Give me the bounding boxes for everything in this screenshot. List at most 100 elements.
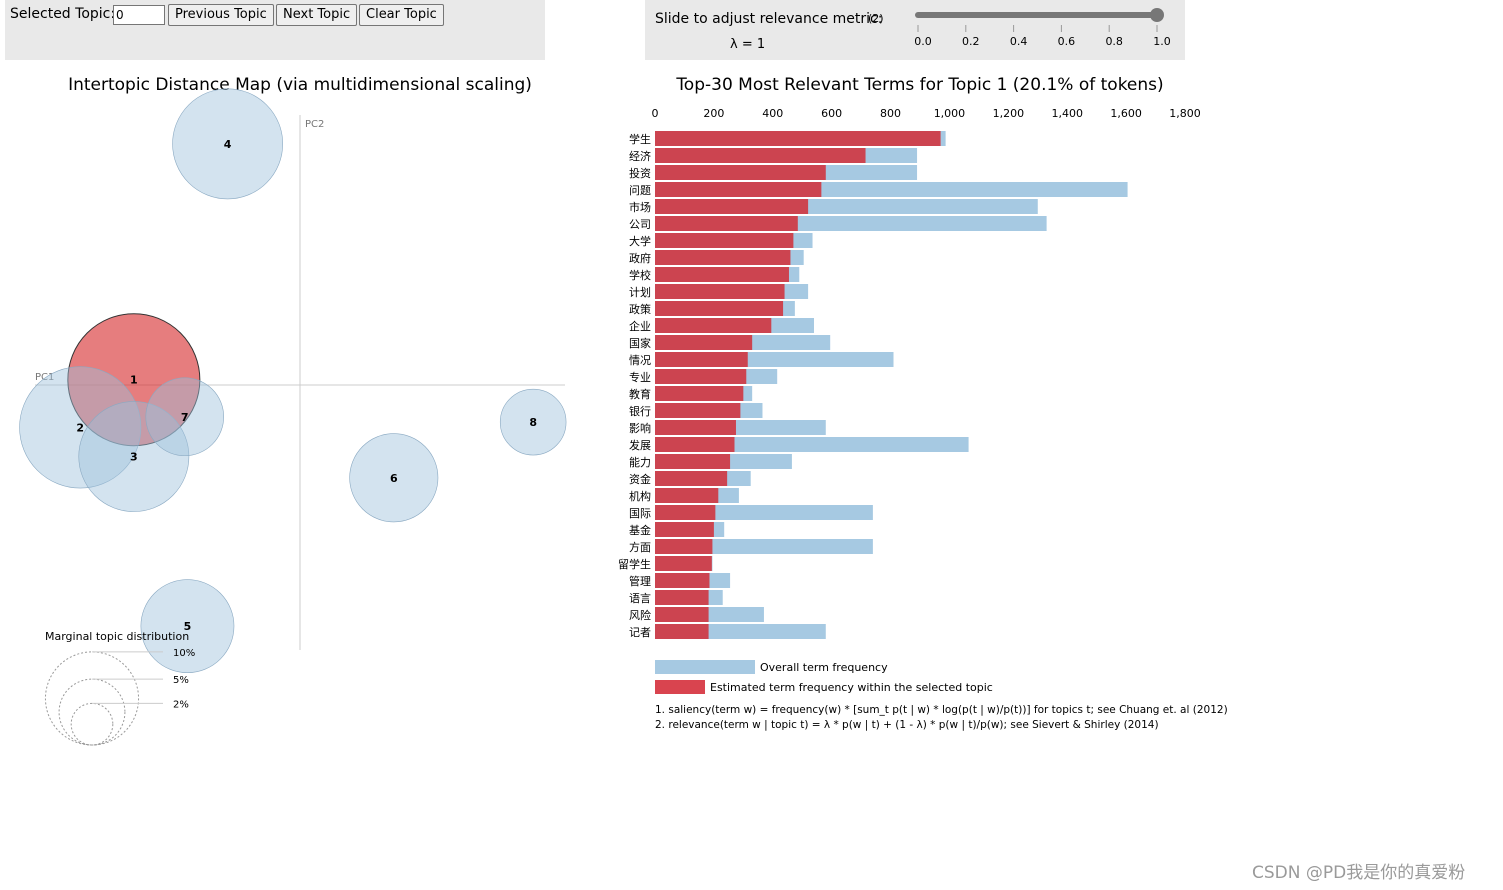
term-label[interactable]: 国际 (629, 507, 651, 520)
term-label[interactable]: 影响 (629, 422, 651, 435)
estimated-bar[interactable] (655, 250, 791, 265)
legend-estimated-label: Estimated term frequency within the sele… (710, 681, 993, 694)
topic-label-2[interactable]: 2 (76, 421, 84, 434)
estimated-bar[interactable] (655, 624, 709, 639)
term-label[interactable]: 学生 (629, 132, 651, 146)
estimated-bar[interactable] (655, 216, 798, 231)
pc1-label: PC1 (35, 372, 54, 383)
estimated-bar[interactable] (655, 318, 772, 333)
slider-handle[interactable] (1150, 8, 1164, 22)
term-label[interactable]: 银行 (629, 404, 651, 418)
term-label[interactable]: 资金 (629, 472, 651, 486)
term-label[interactable]: 机构 (629, 489, 651, 503)
size-legend-circle (58, 678, 126, 746)
topic-circle-7[interactable] (145, 377, 225, 457)
estimated-bar[interactable] (655, 403, 741, 418)
topic-label-5[interactable]: 5 (184, 620, 192, 633)
estimated-bar[interactable] (655, 301, 784, 316)
term-label[interactable]: 方面 (629, 540, 651, 554)
term-label[interactable]: 经济 (629, 149, 651, 163)
bar-x-axis: 0 200 400 600 800 1,000 1,200 1,400 1,600 1,800 (652, 107, 1201, 120)
term-label[interactable]: 政府 (629, 251, 651, 265)
topic-label-7[interactable]: 7 (181, 411, 189, 424)
topic-label-1[interactable]: 1 (130, 374, 138, 387)
estimated-bar[interactable] (655, 199, 809, 214)
estimated-bar[interactable] (655, 437, 735, 452)
estimated-bar[interactable] (655, 267, 789, 282)
topic-circles[interactable]: 1 2 3 4 5 6 7 8 (19, 88, 567, 674)
estimated-bar[interactable] (655, 284, 785, 299)
term-label[interactable]: 风险 (629, 608, 651, 622)
slider-tick-label: 0.2 (962, 35, 980, 48)
term-label[interactable]: 学校 (629, 268, 651, 282)
topic-label-4[interactable]: 4 (224, 138, 232, 151)
topic-circle-3[interactable] (78, 401, 190, 512)
term-label[interactable]: 语言 (629, 592, 651, 605)
x-tick-label: 1,400 (1051, 107, 1083, 120)
size-legend-label: 10% (173, 648, 195, 659)
term-label[interactable]: 留学生 (618, 557, 651, 571)
estimated-bar[interactable] (655, 386, 744, 401)
estimated-bar[interactable] (655, 369, 747, 384)
estimated-bar[interactable] (655, 539, 713, 554)
topic-label-3[interactable]: 3 (130, 451, 138, 464)
term-label[interactable]: 大学 (629, 234, 651, 248)
estimated-bar[interactable] (655, 182, 822, 197)
estimated-bar[interactable] (655, 505, 716, 520)
term-label[interactable]: 情况 (629, 354, 651, 367)
estimated-bar[interactable] (655, 607, 709, 622)
previous-topic-button[interactable]: Previous Topic (168, 4, 274, 26)
bar-series[interactable] (655, 131, 1128, 639)
term-label[interactable]: 公司 (629, 218, 651, 231)
x-tick-label: 600 (821, 107, 842, 120)
term-label[interactable]: 问题 (629, 184, 651, 197)
topic-circle-5[interactable] (140, 579, 235, 674)
lambda-slider[interactable]: 0.0 0.2 0.4 0.6 0.8 1.0 (905, 0, 1205, 60)
estimated-bar[interactable] (655, 471, 728, 486)
term-label[interactable]: 专业 (629, 370, 651, 384)
term-label[interactable]: 记者 (629, 626, 651, 639)
estimated-bar[interactable] (655, 522, 714, 537)
selected-topic-input[interactable] (113, 5, 165, 25)
estimated-bar[interactable] (655, 573, 710, 588)
term-label[interactable]: 教育 (629, 387, 651, 401)
estimated-bar[interactable] (655, 590, 709, 605)
estimated-bar[interactable] (655, 488, 719, 503)
term-label[interactable]: 发展 (629, 438, 651, 452)
term-label[interactable]: 国家 (629, 336, 651, 350)
size-legend-label: 5% (173, 675, 189, 686)
topic-circle-2[interactable] (19, 366, 142, 489)
term-label[interactable]: 能力 (629, 455, 651, 469)
intertopic-distance-map: Intertopic Distance Map (via multidimens… (19, 75, 567, 746)
topic-label-6[interactable]: 6 (390, 472, 398, 485)
estimated-bar[interactable] (655, 335, 753, 350)
estimated-bar[interactable] (655, 233, 794, 248)
term-label[interactable]: 企业 (629, 319, 651, 333)
x-tick-label: 1,000 (934, 107, 966, 120)
left-chart-title: Intertopic Distance Map (via multidimens… (68, 75, 532, 95)
term-label[interactable]: 计划 (629, 286, 651, 299)
estimated-bar[interactable] (655, 454, 731, 469)
estimated-bar[interactable] (655, 131, 941, 146)
estimated-bar[interactable] (655, 148, 866, 163)
estimated-bar[interactable] (655, 352, 748, 367)
term-label[interactable]: 基金 (629, 523, 651, 537)
term-label[interactable]: 管理 (629, 574, 651, 588)
x-tick-label: 1,200 (993, 107, 1025, 120)
term-label[interactable]: 市场 (629, 200, 651, 214)
term-label[interactable]: 政策 (629, 302, 651, 316)
x-tick-label: 400 (762, 107, 783, 120)
clear-topic-button[interactable]: Clear Topic (359, 4, 444, 26)
topic-circle-8[interactable] (499, 388, 567, 456)
lambda-value: λ = 1 (730, 37, 766, 52)
next-topic-button[interactable]: Next Topic (276, 4, 358, 26)
estimated-bar[interactable] (655, 165, 826, 180)
topic-label-8[interactable]: 8 (529, 416, 537, 429)
slider-ticks: 0.0 0.2 0.4 0.6 0.8 1.0 (914, 25, 1171, 48)
legend-estimated-swatch (655, 680, 705, 694)
topic-circle-4[interactable] (172, 88, 284, 200)
topic-circle-6[interactable] (349, 433, 439, 523)
estimated-bar[interactable] (655, 556, 712, 571)
estimated-bar[interactable] (655, 420, 736, 435)
term-label[interactable]: 投资 (629, 166, 651, 180)
